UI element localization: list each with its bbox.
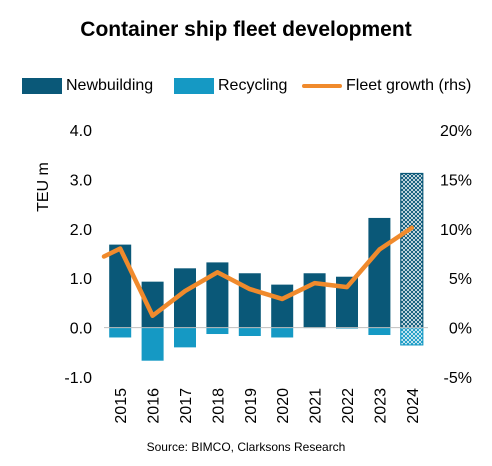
y-tick-label: 1.0 bbox=[70, 271, 92, 288]
bar-recycling-2019 bbox=[238, 327, 261, 336]
y2-tick-label: 0% bbox=[449, 321, 472, 338]
y2-tick-label: 5% bbox=[449, 271, 472, 288]
y-tick-label: 3.0 bbox=[70, 172, 92, 189]
y2-tick-label: 20% bbox=[440, 123, 472, 140]
x-tick-label-2019: 2019 bbox=[243, 388, 260, 424]
source-note: Source: BIMCO, Clarksons Research bbox=[146, 440, 346, 454]
x-tick-label-2017: 2017 bbox=[178, 388, 195, 424]
bar-newbuilding-2018 bbox=[206, 262, 229, 328]
bar-recycling-2016 bbox=[141, 327, 164, 361]
bar-recycling-2020 bbox=[271, 327, 294, 338]
bar-newbuilding-2017 bbox=[174, 268, 196, 328]
x-tick-label-2021: 2021 bbox=[308, 388, 325, 424]
legend-swatch-newbuilding bbox=[22, 78, 62, 94]
x-tick-label-2015: 2015 bbox=[113, 388, 130, 424]
bar-recycling-2015 bbox=[109, 327, 132, 338]
x-tick-label-2020: 2020 bbox=[275, 388, 292, 424]
axis-labels-group: -1.0 0.0 1.0 2.0 3.0 4.0 -5% 0% 5% 10% 15% 20% 2015 2… bbox=[64, 123, 472, 424]
bar-newbuilding-2019 bbox=[238, 273, 261, 328]
bar-newbuilding-2015 bbox=[109, 244, 132, 328]
x-tick-label-2016: 2016 bbox=[146, 388, 163, 424]
chart-title: Container ship fleet development bbox=[80, 18, 412, 41]
y2-tick-label: 15% bbox=[440, 172, 472, 189]
legend-label-fleet-growth: Fleet growth (rhs) bbox=[346, 77, 472, 94]
bar-recycling-2024 bbox=[400, 327, 424, 346]
bars-group bbox=[109, 172, 424, 361]
x-tick-label-2024: 2024 bbox=[405, 388, 422, 424]
legend-swatch-recycling bbox=[174, 78, 214, 94]
legend-label-newbuilding: Newbuilding bbox=[66, 77, 154, 94]
fleet-growth-line-group bbox=[101, 225, 415, 318]
y-tick-label: 4.0 bbox=[70, 123, 92, 140]
line-fleet-growth bbox=[101, 225, 415, 318]
y2-tick-label: -5% bbox=[444, 370, 472, 387]
legend-label-recycling: Recycling bbox=[218, 77, 288, 94]
bar-recycling-2023 bbox=[368, 327, 391, 336]
y-axis-title: TEU m bbox=[35, 162, 52, 212]
y-tick-label: 0.0 bbox=[70, 321, 92, 338]
bar-recycling-2018 bbox=[206, 327, 229, 335]
y-tick-label: -1.0 bbox=[64, 370, 92, 387]
x-tick-label-2022: 2022 bbox=[340, 388, 357, 424]
legend-line-fleet-growth bbox=[302, 84, 342, 88]
bar-newbuilding-2020 bbox=[271, 284, 294, 328]
bar-newbuilding-2016 bbox=[141, 281, 164, 328]
bar-newbuilding-2024 bbox=[400, 172, 424, 329]
x-tick-label-2023: 2023 bbox=[372, 388, 389, 424]
bar-newbuilding-2023 bbox=[368, 217, 391, 328]
bar-recycling-2017 bbox=[174, 327, 196, 348]
bar-newbuilding-2022 bbox=[336, 276, 358, 328]
y-tick-label: 2.0 bbox=[70, 222, 92, 239]
x-tick-label-2018: 2018 bbox=[210, 388, 227, 424]
y2-tick-label: 10% bbox=[440, 222, 472, 239]
